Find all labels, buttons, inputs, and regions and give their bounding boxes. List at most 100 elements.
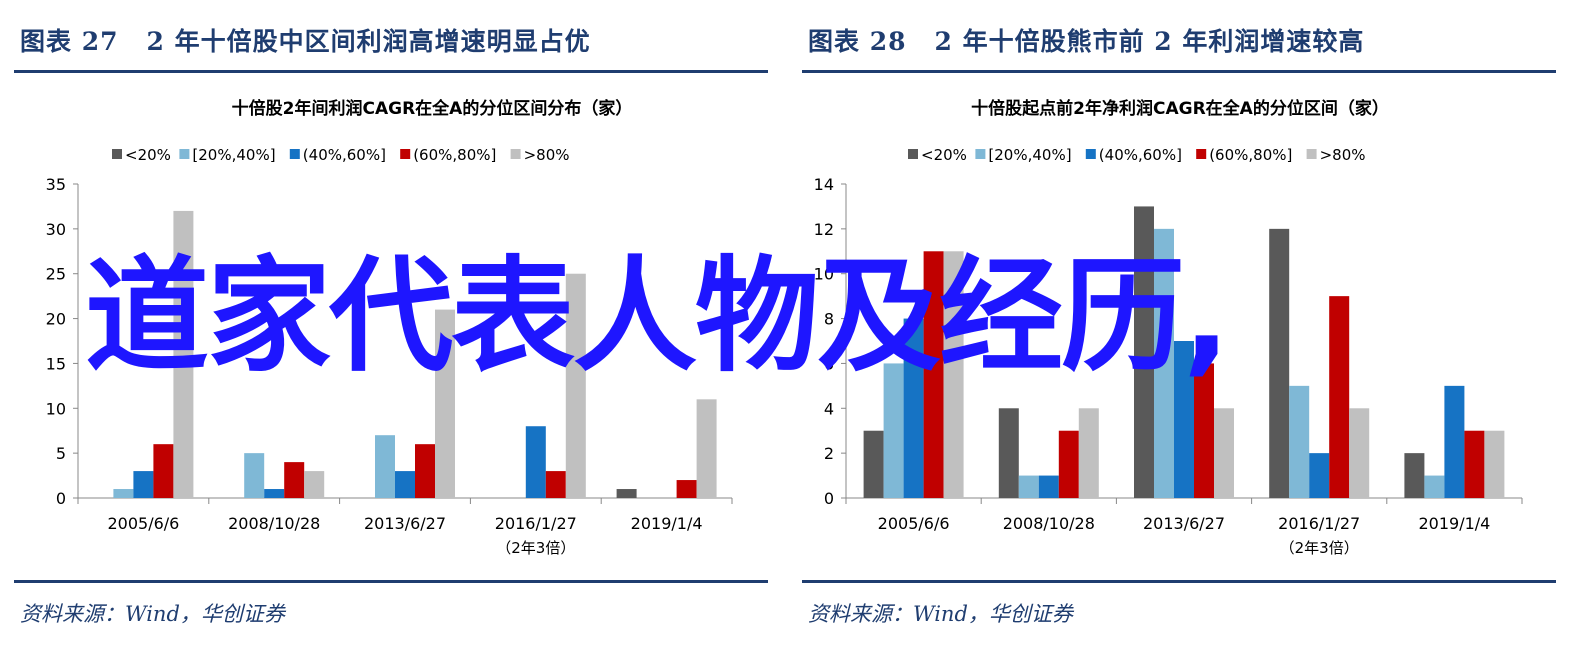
legend-label: (60%,80%] (1209, 146, 1292, 164)
y-tick-label: 10 (814, 265, 834, 284)
y-tick-label: 20 (46, 310, 66, 329)
legend-label: [20%,40%] (192, 146, 275, 164)
legend-swatch (1085, 149, 1096, 159)
x-tick-label: 2013/6/27 (364, 514, 446, 533)
bar (264, 489, 285, 498)
bar (375, 435, 395, 498)
x-tick-label: 2013/6/27 (1143, 514, 1225, 533)
bar (244, 453, 265, 498)
bar (284, 462, 305, 498)
legend-swatch (1306, 149, 1317, 159)
bar (113, 489, 134, 498)
x-tick-sublabel: （2年3倍） (496, 539, 575, 557)
bar (153, 444, 174, 498)
bar (1038, 475, 1059, 498)
y-tick-label: 30 (46, 220, 66, 239)
legend-label: <20% (125, 146, 171, 164)
bar (1349, 408, 1370, 498)
left-figure-panel: 图表 27 2 年十倍股中区间利润高增速明显占优 十倍股2年间利润CAGR在全A的… (12, 0, 772, 647)
y-tick-label: 6 (824, 354, 834, 373)
legend-swatch (400, 149, 411, 159)
legend-swatch (510, 149, 521, 159)
bar (903, 318, 924, 498)
bar (616, 489, 637, 498)
bar (1269, 228, 1290, 498)
bar (1309, 453, 1330, 498)
x-tick-label: 2005/6/6 (878, 514, 950, 533)
y-tick-label: 2 (824, 444, 834, 463)
bar (1058, 430, 1079, 498)
x-tick-label: 2005/6/6 (107, 514, 179, 533)
bar (1174, 341, 1194, 498)
legend-label: (40%,60%] (1099, 146, 1182, 164)
y-tick-label: 12 (814, 220, 834, 239)
y-tick-label: 8 (824, 310, 834, 329)
bar (696, 399, 717, 498)
bar (676, 480, 697, 498)
x-tick-label: 2019/1/4 (1418, 514, 1490, 533)
legend-swatch (975, 149, 986, 159)
source-note: 资料来源：Wind，华创证券 (20, 602, 285, 626)
bar (998, 408, 1019, 498)
legend-label: >80% (1320, 146, 1366, 164)
x-tick-label: 2016/1/27 (1278, 514, 1360, 533)
bar (1404, 453, 1425, 498)
legend-label: >80% (524, 146, 570, 164)
figure-title: 图表 27 2 年十倍股中区间利润高增速明显占优 (20, 22, 591, 58)
x-tick-label: 2016/1/27 (495, 514, 577, 533)
figure-caption: 2 年十倍股熊市前 2 年利润增速较高 (934, 27, 1365, 56)
bar (133, 471, 154, 498)
y-tick-label: 35 (46, 175, 66, 194)
bar (1018, 475, 1039, 498)
bottom-rule (14, 580, 768, 583)
chart-title: 十倍股起点前2年净利润CAGR在全A的分位区间（家） (971, 98, 1389, 119)
y-tick-label: 25 (46, 265, 66, 284)
bar (1289, 385, 1310, 498)
x-tick-label: 2019/1/4 (631, 514, 703, 533)
figure-title: 图表 28 2 年十倍股熊市前 2 年利润增速较高 (808, 22, 1364, 58)
y-tick-label: 4 (824, 399, 834, 418)
bar (883, 363, 904, 498)
bottom-rule (802, 580, 1556, 583)
top-rule (14, 70, 768, 73)
bar (1134, 206, 1154, 498)
chart-title: 十倍股2年间利润CAGR在全A的分位区间分布（家） (232, 98, 633, 119)
bar (525, 426, 546, 498)
legend-label: (40%,60%] (303, 146, 386, 164)
y-tick-label: 5 (56, 444, 66, 463)
bar (1464, 430, 1485, 498)
legend-label: <20% (921, 146, 967, 164)
legend-swatch (289, 149, 300, 159)
bar (565, 273, 586, 498)
y-tick-label: 15 (46, 354, 66, 373)
bar (863, 430, 884, 498)
overlay-watermark-text: 道家代表人物及经历, (85, 245, 1230, 389)
legend-label: (60%,80%] (413, 146, 496, 164)
legend-swatch (908, 149, 918, 159)
source-note: 资料来源：Wind，华创证券 (808, 602, 1073, 626)
bar (435, 309, 455, 498)
x-tick-label: 2008/10/28 (228, 514, 320, 533)
x-tick-sublabel: （2年3倍） (1280, 539, 1359, 557)
bar (304, 471, 325, 498)
legend-swatch (179, 149, 190, 159)
right-figure-panel: 图表 28 2 年十倍股熊市前 2 年利润增速较高 十倍股起点前2年净利润CAGR… (800, 0, 1560, 647)
bar (1078, 408, 1099, 498)
legend-swatch (112, 149, 122, 159)
bar (1214, 408, 1234, 498)
legend-swatch (1196, 149, 1207, 159)
figure-caption: 2 年十倍股中区间利润高增速明显占优 (146, 27, 591, 56)
bar (415, 444, 435, 498)
bar (1194, 363, 1214, 498)
top-rule (802, 70, 1556, 73)
bar (943, 251, 964, 498)
bar (1444, 385, 1465, 498)
bar (1154, 228, 1174, 498)
bar (923, 251, 944, 498)
legend-label: [20%,40%] (988, 146, 1071, 164)
y-tick-label: 10 (46, 399, 66, 418)
figure-number: 图表 28 (808, 27, 907, 56)
bar (1424, 475, 1445, 498)
bar (395, 471, 415, 498)
y-tick-label: 0 (824, 489, 834, 508)
